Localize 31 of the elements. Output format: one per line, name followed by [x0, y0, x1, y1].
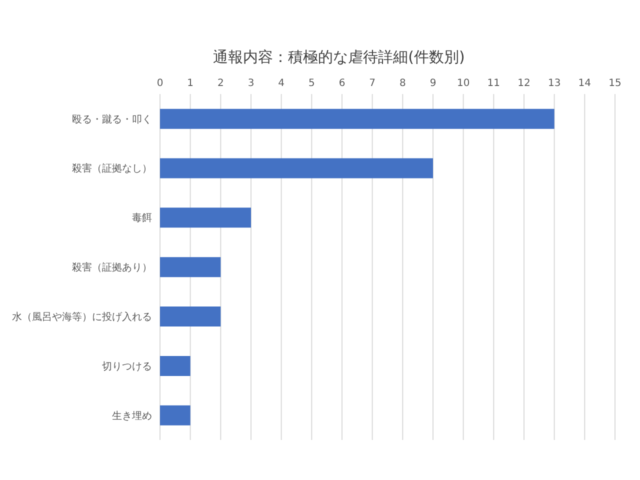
bar [160, 257, 221, 278]
x-tick-label: 1 [187, 78, 194, 89]
bar [160, 208, 251, 228]
bar [160, 356, 190, 376]
y-tick-label: 殺害（証拠なし） [72, 162, 152, 175]
chart-title: 通報内容：積極的な虐待詳細(件数別) [212, 47, 466, 68]
x-tick-label: 7 [369, 78, 376, 89]
x-tick-label: 12 [518, 78, 530, 89]
x-tick-label: 14 [578, 78, 592, 89]
x-tick-label: 2 [217, 78, 224, 89]
x-tick-label: 5 [308, 78, 315, 89]
x-tick-label: 13 [548, 78, 561, 89]
y-tick-label: 毒餌 [132, 212, 152, 224]
x-tick-label: 10 [456, 78, 470, 89]
x-tick-label: 0 [156, 78, 164, 89]
x-tick-label: 6 [338, 78, 346, 89]
x-tick-label: 4 [278, 78, 285, 89]
bar [160, 405, 190, 426]
y-tick-label: 切りつける [102, 360, 152, 372]
x-tick-label: 8 [399, 78, 406, 89]
x-tick-label: 11 [487, 78, 500, 89]
y-tick-label: 生き埋め [112, 410, 152, 422]
y-tick-label: 水（風呂や海等）に投げ入れる [12, 310, 152, 323]
x-tick-label: 9 [430, 78, 436, 89]
bar [160, 158, 433, 178]
bar [160, 306, 221, 327]
x-tick-label: 15 [608, 78, 622, 89]
y-tick-label: 殺害（証拠あり） [72, 262, 152, 274]
x-tick-label: 3 [248, 78, 254, 89]
bar [160, 108, 554, 129]
y-tick-label: 殴る・蹴る・叩く [72, 113, 152, 126]
